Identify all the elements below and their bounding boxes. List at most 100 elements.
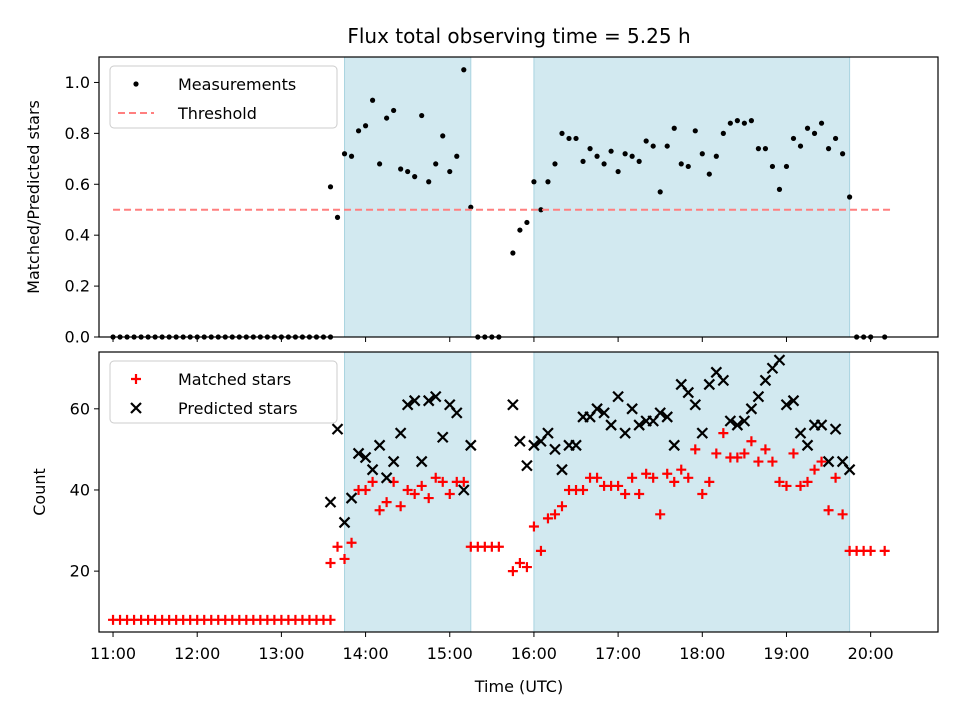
measurement-point xyxy=(776,186,783,192)
matched-star-point xyxy=(620,489,631,500)
measurement-point xyxy=(629,153,635,159)
measurement-point xyxy=(755,146,762,152)
predicted-star-point xyxy=(633,419,645,431)
predicted-star-point xyxy=(570,439,582,452)
measurement-point xyxy=(832,135,839,142)
predicted-star-point xyxy=(331,423,344,435)
predicted-star-point xyxy=(380,472,393,484)
matched-star-point xyxy=(458,476,469,487)
predicted-star-point xyxy=(787,394,800,407)
measurement-point xyxy=(622,151,628,157)
matched-star-point xyxy=(816,456,827,467)
chart-title: Flux total observing time = 5.25 h xyxy=(347,24,690,48)
predicted-star-point xyxy=(436,431,449,443)
matched-star-point xyxy=(535,545,546,556)
predicted-star-point xyxy=(345,492,358,504)
measurement-point xyxy=(790,135,797,142)
predicted-star-point xyxy=(528,439,540,452)
predicted-star-point xyxy=(556,463,568,476)
measurement-point xyxy=(713,153,719,159)
legend-label: Threshold xyxy=(177,104,257,123)
predicted-star-point xyxy=(542,427,554,439)
matched-star-point xyxy=(381,497,392,508)
matched-star-point xyxy=(634,489,645,500)
measurement-point xyxy=(587,146,593,152)
predicted-star-point xyxy=(549,443,561,456)
measurement-point xyxy=(664,143,670,149)
predicted-star-point xyxy=(822,455,835,468)
legend-marker-cross xyxy=(130,402,142,414)
predicted-star-point xyxy=(801,439,814,452)
matched-star-point xyxy=(704,476,715,487)
measurement-point xyxy=(538,207,544,213)
measurement-point xyxy=(797,143,804,149)
matched-star-point xyxy=(739,448,750,459)
measurement-point xyxy=(811,130,818,136)
predicted-star-point xyxy=(387,455,400,468)
predicted-star-point xyxy=(465,439,477,452)
matched-star-point xyxy=(578,484,589,495)
matched-star-point xyxy=(732,452,743,463)
measurement-point xyxy=(454,153,460,159)
y-tick-label: 0.2 xyxy=(65,277,90,296)
observing-window xyxy=(533,56,851,338)
predicted-star-point xyxy=(352,447,365,460)
measurement-point xyxy=(706,171,712,177)
x-tick-label: 17:00 xyxy=(595,644,641,663)
matched-star-point xyxy=(556,501,567,512)
measurement-point xyxy=(524,219,530,226)
y-tick-label: 0.0 xyxy=(65,328,90,347)
matched-star-point xyxy=(830,472,841,483)
predicted-star-point xyxy=(619,427,631,439)
legend-box xyxy=(109,360,338,424)
axes-frame xyxy=(98,351,939,633)
matched-star-point xyxy=(437,476,448,487)
plot-area xyxy=(110,56,892,340)
legend-marker-plus xyxy=(131,374,141,384)
matched-star-point xyxy=(795,480,806,491)
measurement-point xyxy=(818,120,825,126)
matched-star-point xyxy=(507,566,518,577)
measurement-point xyxy=(847,194,853,200)
legend-label: Predicted stars xyxy=(178,399,298,418)
matched-star-point xyxy=(592,472,603,483)
x-tick-label: 13:00 xyxy=(258,644,304,663)
measurement-point xyxy=(369,97,376,103)
measurement-point xyxy=(447,168,453,175)
predicted-star-point xyxy=(458,484,470,496)
predicted-star-point xyxy=(794,427,807,439)
measurement-point xyxy=(636,158,642,164)
predicted-star-point xyxy=(612,390,624,403)
matched-star-point xyxy=(528,521,539,532)
matched-star-point xyxy=(514,558,525,569)
predicted-star-point xyxy=(514,435,526,448)
matched-star-point xyxy=(395,501,406,512)
matched-star-point xyxy=(430,472,441,483)
matched-star-point xyxy=(718,428,729,439)
measurement-point xyxy=(601,161,607,167)
measurement-point xyxy=(783,163,790,170)
matched-star-point xyxy=(802,476,813,487)
matched-star-point xyxy=(402,484,413,495)
matched-star-point xyxy=(627,472,638,483)
measurement-point xyxy=(615,168,621,175)
predicted-star-point xyxy=(324,496,337,508)
predicted-star-point xyxy=(745,403,758,415)
bottom-y-axis-label: Count xyxy=(30,468,49,516)
measurement-point xyxy=(341,151,348,157)
predicted-star-point xyxy=(338,516,351,529)
measurement-point xyxy=(426,179,432,185)
measurement-point xyxy=(608,148,614,154)
predicted-star-point xyxy=(731,419,744,431)
matched-star-point xyxy=(753,456,764,467)
measurement-point xyxy=(657,189,663,195)
matched-star-point xyxy=(416,480,427,491)
x-tick-label: 19:00 xyxy=(763,644,809,663)
predicted-star-point xyxy=(408,394,421,407)
measurement-point xyxy=(769,163,776,170)
matched-star-point xyxy=(423,493,434,504)
measurement-point xyxy=(391,107,397,114)
y-tick-label: 0.4 xyxy=(65,226,90,245)
x-tick-label: 15:00 xyxy=(427,644,473,663)
